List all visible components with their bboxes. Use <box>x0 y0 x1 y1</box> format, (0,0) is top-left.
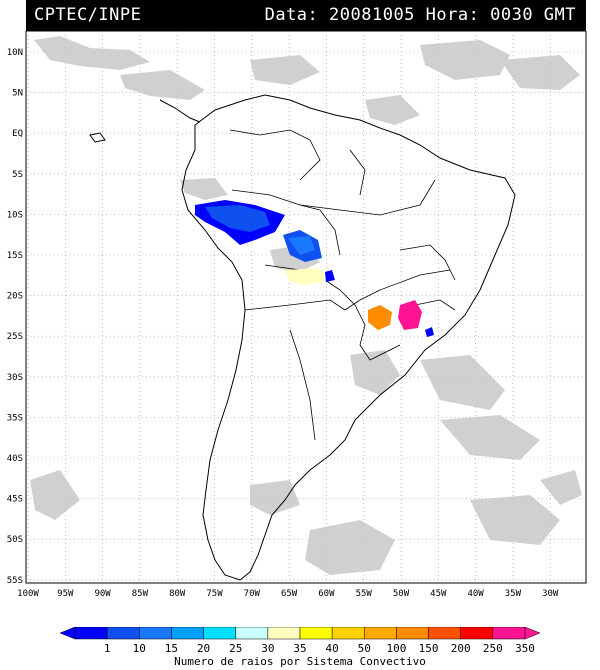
colorbar-swatch <box>331 627 365 640</box>
header-bar: CPTEC/INPE Data: 20081005 Hora: 0030 GMT <box>26 0 586 31</box>
colorbar-swatch <box>139 627 172 640</box>
colorbar-max-arrow <box>524 627 541 640</box>
colorbar-label: 1 <box>103 642 111 655</box>
colorbar-min-arrow <box>59 627 76 640</box>
colorbar-swatch <box>428 627 461 640</box>
lat-label: 25S <box>7 332 23 342</box>
lon-label: 80W <box>169 589 186 599</box>
colorbar-swatch <box>299 627 333 640</box>
lat-label: 35S <box>7 413 23 423</box>
map-frame <box>25 31 587 584</box>
colorbar-label: 200 <box>450 642 471 655</box>
colorbar-swatch <box>460 627 494 640</box>
colorbar-swatch <box>171 627 204 640</box>
colorbar-label: 10 <box>132 642 146 655</box>
colorbar-label: 350 <box>515 642 535 655</box>
colorbar-swatches <box>59 627 541 640</box>
lon-label: 65W <box>281 589 298 599</box>
lat-label: 45S <box>7 495 23 505</box>
lon-label: 95W <box>57 589 74 599</box>
lon-label: 60W <box>318 589 335 599</box>
colorbar-title: Numero de raios por Sistema Convectivo <box>174 655 426 668</box>
colorbar-swatch <box>106 627 140 640</box>
lat-label: 10S <box>7 210 23 220</box>
lon-label: 40W <box>467 589 484 599</box>
source-label: CPTEC/INPE <box>34 5 142 25</box>
lat-label: 10N <box>7 48 23 58</box>
colorbar-label: 50 <box>357 642 371 655</box>
lat-label: EQ <box>12 129 23 139</box>
colorbar-swatch <box>74 627 108 640</box>
lon-label: 90W <box>94 589 111 599</box>
lat-label: 55S <box>7 576 23 586</box>
lon-label: 50W <box>393 589 410 599</box>
date-caption: Data: <box>264 5 319 25</box>
latitude-labels: 10N 5N EQ 5S 10S 15S 20S 25S 30S 35S 40S 45S 50S 55S <box>7 48 23 586</box>
lat-label: 20S <box>7 292 23 302</box>
colorbar-label: 40 <box>325 642 339 655</box>
lat-label: 50S <box>7 535 23 545</box>
colorbar-swatch <box>267 627 301 640</box>
colorbar-label: 30 <box>261 642 275 655</box>
convective-systems <box>195 200 434 337</box>
lat-label: 5S <box>12 170 23 180</box>
lon-label: 55W <box>356 589 373 599</box>
hour-caption: Hora: <box>425 5 480 25</box>
lon-label: 70W <box>244 589 261 599</box>
longitude-labels: 100W 95W 90W 85W 80W 75W 70W 65W 60W 55W 50W 45W 40W… <box>17 589 559 599</box>
lat-label: 5N <box>12 89 23 99</box>
colorbar-swatch <box>492 627 526 640</box>
colorbar-label: 25 <box>229 642 243 655</box>
date-value: 20081005 <box>329 5 415 25</box>
coastline <box>89 94 516 581</box>
colorbar-swatch <box>235 627 269 640</box>
colorbar <box>59 627 541 640</box>
colorbar-label: 15 <box>164 642 179 655</box>
hour-value: 0030 GMT <box>490 5 576 25</box>
cloud-cover <box>30 36 582 575</box>
lon-label: 35W <box>505 589 522 599</box>
colorbar-swatch <box>364 627 397 640</box>
colorbar-swatch <box>203 627 236 640</box>
datetime-label: Data: 20081005 Hora: 0030 GMT <box>265 5 576 25</box>
colorbar-label: 35 <box>293 642 307 655</box>
colorbar-swatch <box>396 627 429 640</box>
lon-label: 75W <box>206 589 223 599</box>
lon-label: 100W <box>17 589 39 599</box>
lon-label: 45W <box>430 589 447 599</box>
lon-label: 85W <box>132 589 149 599</box>
country-borders <box>229 129 456 441</box>
lat-label: 40S <box>7 454 23 464</box>
colorbar-label: 100 <box>386 642 407 655</box>
lightning-map: 10N5NEQ5S10S15S20S25S30S35S40S45S50S55S … <box>7 31 587 599</box>
lon-label: 30W <box>542 589 559 599</box>
lat-label: 15S <box>7 251 23 261</box>
lat-label: 30S <box>7 373 23 383</box>
colorbar-label: 250 <box>482 642 503 655</box>
colorbar-label: 150 <box>418 642 439 655</box>
colorbar-label: 20 <box>196 642 211 655</box>
